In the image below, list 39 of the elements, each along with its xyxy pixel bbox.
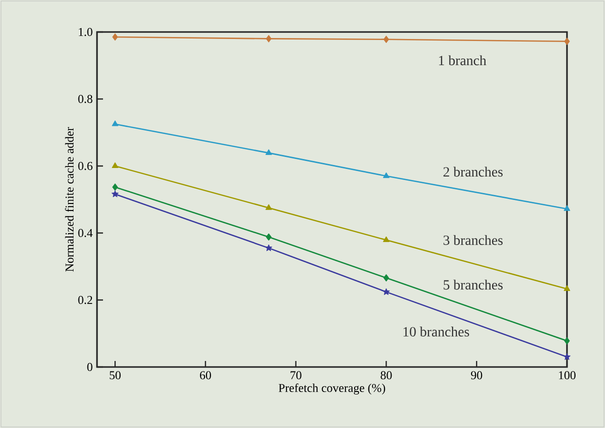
- x-tick-label: 80: [380, 371, 392, 380]
- y-tick-label: 0: [87, 362, 92, 372]
- series-label: 3 branches: [444, 235, 503, 245]
- series-label: 1 branch: [439, 55, 486, 66]
- point: [266, 233, 272, 241]
- x-tick-label: 70: [290, 371, 302, 380]
- point: [112, 190, 119, 198]
- point: [382, 172, 390, 178]
- y-axis-title: Normalized finite cache adder: [65, 127, 74, 272]
- point: [383, 274, 390, 282]
- x-axis-title: Prefetch coverage (%): [278, 383, 386, 395]
- point: [383, 36, 390, 44]
- x-tick-label: 60: [200, 371, 211, 380]
- point: [382, 236, 390, 242]
- y-tick-label: 0.2: [78, 296, 92, 304]
- point: [266, 34, 272, 42]
- point: [265, 244, 272, 252]
- point: [112, 33, 118, 41]
- y-tick-label: 0.6: [78, 162, 92, 170]
- point: [382, 288, 390, 296]
- y-tick-label: 1.0: [78, 28, 92, 36]
- point: [112, 183, 118, 191]
- y-tick-label: 0.4: [78, 228, 93, 238]
- point: [564, 38, 570, 46]
- series-label: 2 branches: [443, 166, 503, 177]
- x-tick-label: 100: [559, 371, 576, 380]
- point: [112, 162, 118, 168]
- point: [265, 204, 272, 210]
- point: [112, 120, 118, 126]
- point: [563, 353, 571, 360]
- point: [564, 285, 570, 291]
- x-tick-label: 50: [110, 371, 121, 380]
- x-tick-label: 90: [471, 371, 482, 380]
- point: [564, 337, 570, 345]
- series-label: 10 branches: [404, 326, 470, 337]
- y-tick-label: 0.8: [78, 94, 92, 104]
- point: [265, 149, 272, 155]
- series-label: 5 branches: [444, 280, 503, 290]
- point: [564, 205, 570, 211]
